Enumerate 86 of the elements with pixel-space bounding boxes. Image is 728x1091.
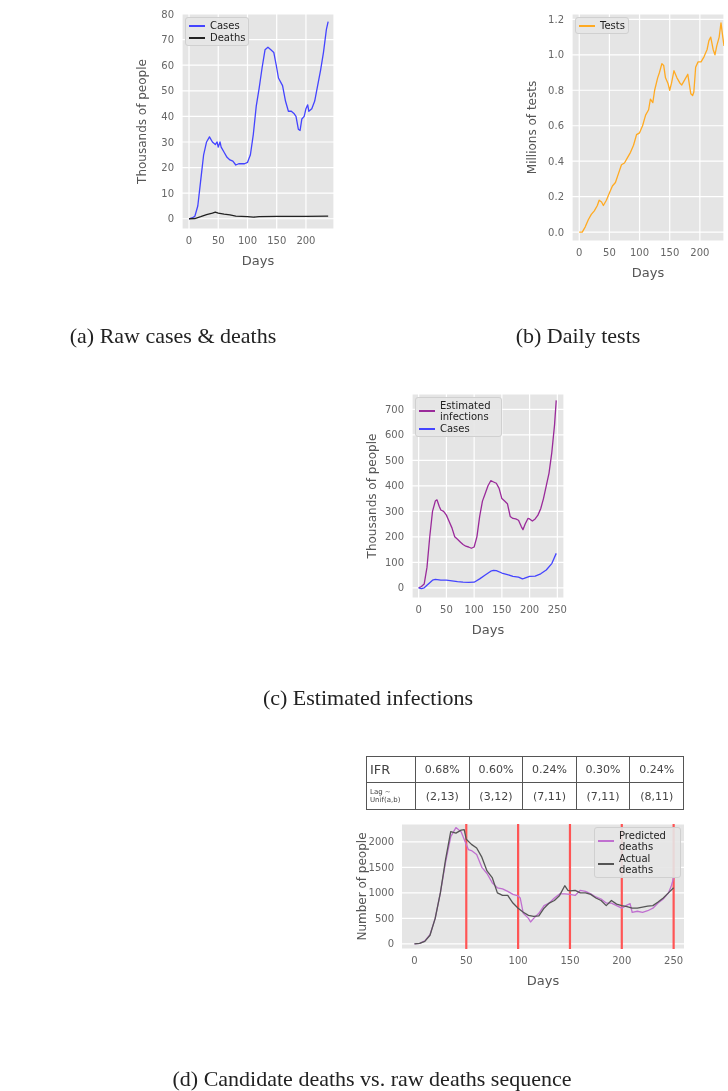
line-series [418, 552, 557, 590]
text: (c) Estimated infections [261, 685, 475, 711]
y-tick-label: 70 [161, 34, 174, 46]
legend-label: Tests [600, 20, 625, 31]
y-tick-label: 20 [161, 162, 174, 174]
x-tick-label: 100 [237, 235, 258, 247]
y-tick-label: 500 [384, 454, 404, 466]
y-tick-label: 0.0 [548, 226, 564, 238]
x-tick-label: 150 [560, 955, 580, 967]
legend-label: Cases [440, 423, 470, 434]
y-tick-label: 1000 [368, 887, 394, 899]
legend-label: Actual deaths [619, 853, 655, 875]
y-tick-label: 2000 [368, 836, 394, 848]
y-tick-label: 10 [161, 187, 174, 199]
y-axis-title: Number of people [355, 832, 370, 941]
text: (7,11) [522, 782, 577, 810]
y-tick-label: 50 [161, 85, 174, 97]
legend-label: Cases [210, 20, 240, 31]
y-tick-label: 60 [161, 59, 174, 71]
line-series [578, 22, 724, 233]
y-tick-label: 0.8 [548, 84, 564, 96]
y-tick-label: 1.2 [548, 13, 564, 25]
x-tick-label: 0 [576, 247, 583, 259]
x-tick-label: 250 [547, 604, 567, 616]
line-series [188, 211, 329, 220]
y-tick-label: 100 [384, 556, 404, 568]
y-tick-label: 300 [384, 505, 404, 517]
text: (b) Daily tests [514, 323, 642, 349]
x-tick-label: 50 [603, 247, 616, 259]
x-tick-label: 150 [267, 235, 287, 247]
text: (d) Candidate deaths vs. raw deaths sequence [171, 1066, 573, 1091]
x-tick-label: 200 [296, 235, 316, 247]
y-tick-label: 0.4 [548, 155, 564, 167]
x-tick-label: 100 [464, 604, 484, 616]
text: 0.24% [629, 756, 684, 783]
x-tick-label: 150 [660, 247, 680, 259]
text: IFR [366, 756, 416, 783]
x-tick-label: 200 [520, 604, 540, 616]
x-axis-title: Days [631, 265, 665, 280]
text: (8,11) [629, 782, 684, 810]
y-tick-label: 200 [384, 531, 404, 543]
y-axis-title: Thousands of people [135, 59, 150, 185]
text: 0.24% [522, 756, 577, 783]
y-tick-label: 600 [384, 429, 404, 441]
x-tick-label: 0 [185, 235, 193, 247]
x-tick-label: 0 [415, 604, 422, 616]
y-axis-title: Thousands of people [365, 433, 380, 560]
x-tick-label: 200 [612, 955, 632, 967]
y-tick-label: 80 [161, 8, 174, 20]
line-series [418, 399, 557, 589]
y-tick-label: 0 [167, 213, 174, 225]
x-axis-title: Days [241, 253, 275, 268]
x-tick-label: 150 [492, 604, 512, 616]
y-tick-label: 0 [387, 938, 394, 950]
x-axis-title: Days [471, 622, 505, 637]
y-axis-title: Millions of tests [525, 80, 540, 175]
text: (2,13) [415, 782, 470, 810]
text: 0.68% [415, 756, 470, 783]
text: 0.30% [576, 756, 630, 783]
y-tick-label: 500 [374, 912, 394, 924]
text: (7,11) [576, 782, 630, 810]
text: (a) Raw cases & deaths [68, 323, 278, 349]
x-tick-label: 50 [211, 235, 225, 247]
x-tick-label: 100 [508, 955, 528, 967]
y-tick-label: 1.0 [548, 49, 564, 61]
x-tick-label: 0 [411, 955, 418, 967]
y-tick-label: 700 [384, 403, 404, 415]
x-axis-title: Days [526, 973, 560, 988]
y-tick-label: 30 [161, 136, 174, 148]
x-tick-label: 100 [630, 247, 650, 259]
x-tick-label: 50 [440, 604, 453, 616]
y-tick-label: 0.6 [548, 120, 564, 132]
x-tick-label: 250 [664, 955, 684, 967]
y-tick-label: 40 [161, 110, 174, 122]
y-tick-label: 0 [397, 582, 404, 594]
text: (3,12) [469, 782, 523, 810]
y-tick-label: 400 [384, 480, 404, 492]
text: 0.60% [469, 756, 523, 783]
y-tick-label: 0.2 [548, 191, 564, 203]
x-tick-label: 200 [690, 247, 710, 259]
line-series [188, 21, 329, 220]
legend-label: Deaths [210, 32, 246, 43]
legend-label: Predicted deaths [619, 830, 667, 852]
legend-label: Estimated infections [440, 400, 492, 422]
y-tick-label: 1500 [368, 861, 394, 873]
x-tick-label: 50 [459, 955, 473, 967]
